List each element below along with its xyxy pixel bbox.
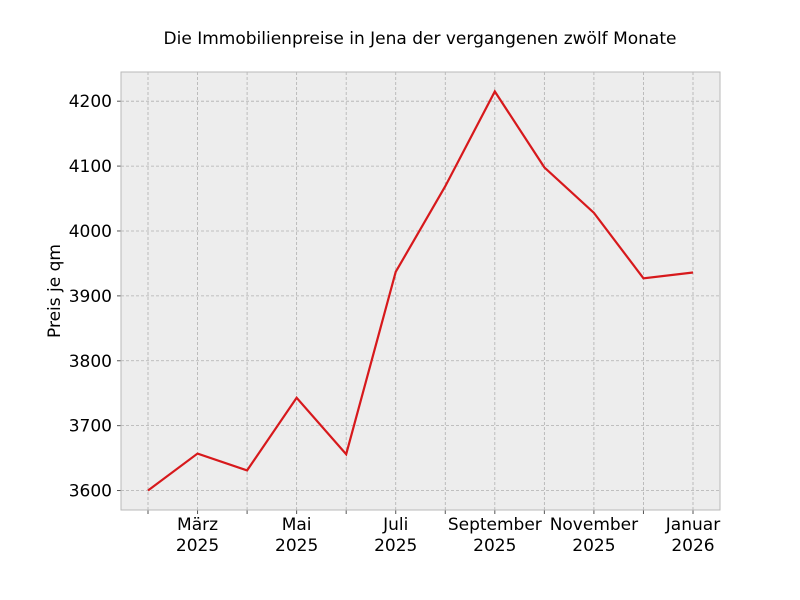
x-tick-label: November 2025 (550, 515, 638, 556)
grid (121, 72, 720, 510)
y-tick-label: 4000 (69, 222, 112, 242)
y-tick-label: 3800 (69, 352, 112, 372)
axes: 3600 3700 3800 3900 4000 4100 4200 März 2025 Mai 2… (69, 92, 720, 556)
x-tick-label: Mai 2025 (275, 515, 318, 556)
plot-area (121, 72, 720, 510)
series-line (147, 89, 694, 492)
y-axis-label: Preis je qm (45, 244, 65, 338)
y-tick-label: 4200 (69, 92, 112, 112)
x-tick-label: März 2025 (176, 515, 219, 556)
y-tick-label: 3600 (69, 482, 112, 502)
x-tick-label: Januar 2026 (665, 515, 720, 556)
chart-title: Die Immobilienpreise in Jena der vergang… (164, 29, 677, 49)
series-layer (147, 89, 694, 492)
y-tick-label: 3700 (69, 417, 112, 437)
x-tick-label: Juli 2025 (374, 515, 417, 556)
y-tick-label: 3900 (69, 287, 112, 307)
x-tick-label: September 2025 (448, 515, 542, 556)
plot-frame (120, 71, 721, 511)
y-tick-label: 4100 (69, 157, 112, 177)
